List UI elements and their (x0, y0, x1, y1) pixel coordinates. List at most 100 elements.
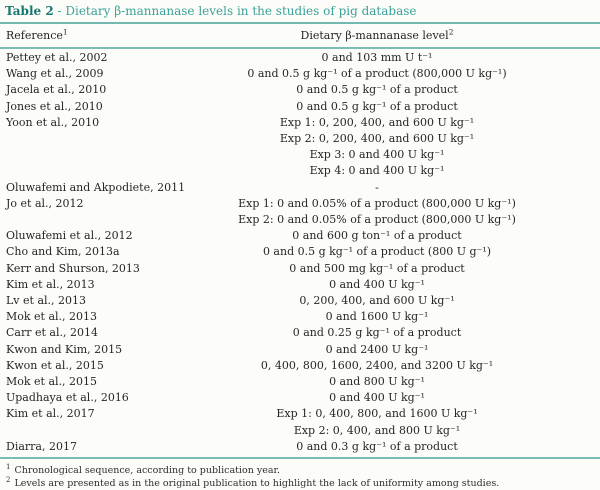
level-line: Exp 3: 0 and 400 U kg⁻¹ (309, 148, 445, 162)
level-cell: 0 and 103 mm U t⁻¹ (160, 50, 600, 66)
level-line: 0 and 400 U kg⁻¹ (329, 391, 425, 405)
level-line: Exp 2: 0, 400, and 800 U kg⁻¹ (293, 423, 461, 437)
column-header-reference: Reference1 (0, 27, 160, 42)
reference-cell: Mok et al., 2013 (6, 310, 98, 324)
level-line: 0, 200, 400, and 600 U kg⁻¹ (299, 294, 455, 308)
table-caption: Dietary β-mannanase levels in the studie… (65, 4, 417, 18)
level-cell: 0 and 500 mg kg⁻¹ of a product (160, 261, 600, 277)
reference-cell: Pettey et al., 2002 (6, 51, 108, 64)
level-cell: 0 and 2400 U kg⁻¹ (160, 342, 600, 358)
table-header-row: Reference1 Dietary β-mannanase level2 (0, 24, 600, 47)
table-row: Jacela et al., 2010 0 and 0.5 g kg⁻¹ of … (0, 82, 600, 98)
level-line: 0 and 2400 U kg⁻¹ (325, 342, 429, 356)
level-line: 0 and 500 mg kg⁻¹ of a product (289, 261, 465, 275)
table-row: Carr et al., 2014 0 and 0.25 g kg⁻¹ of a… (0, 325, 600, 341)
level-line: 0 and 0.5 g kg⁻¹ of a product (800 U g⁻¹… (262, 245, 492, 259)
reference-cell: Oluwafemi et al., 2012 (6, 229, 133, 243)
column-header-level: Dietary β-mannanase level2 (160, 27, 600, 42)
table-row: Mok et al., 2015 0 and 800 U kg⁻¹ (0, 374, 600, 390)
footnote-marker: 2 (6, 475, 11, 484)
column-header-level-label: Dietary β-mannanase level (300, 29, 449, 42)
reference-cell: Wang et al., 2009 (6, 67, 104, 81)
column-header-level-footnote-marker: 2 (448, 27, 454, 37)
table-row: Kwon et al., 2015 0, 400, 800, 1600, 240… (0, 358, 600, 374)
table-row: Lv et al., 2013 0, 200, 400, and 600 U k… (0, 293, 600, 309)
reference-cell: Kim et al., 2013 (6, 277, 95, 291)
table-row: Jo et al., 2012 Exp 1: 0 and 0.05% of a … (0, 196, 600, 228)
table-row: Upadhaya et al., 2016 0 and 400 U kg⁻¹ (0, 390, 600, 406)
level-cell: 0 and 800 U kg⁻¹ (160, 374, 600, 390)
table-row: Cho and Kim, 2013a 0 and 0.5 g kg⁻¹ of a… (0, 244, 600, 260)
column-header-reference-label: Reference (6, 29, 63, 42)
table-row: Diarra, 2017 0 and 0.3 g kg⁻¹ of a produ… (0, 439, 600, 455)
table-row: Kwon and Kim, 2015 0 and 2400 U kg⁻¹ (0, 342, 600, 358)
header-rule (0, 47, 600, 49)
level-cell: Exp 1: 0 and 0.05% of a product (800,000… (160, 196, 600, 228)
level-line: 0 and 0.5 g kg⁻¹ of a product (296, 83, 458, 97)
level-cell: 0, 200, 400, and 600 U kg⁻¹ (160, 293, 600, 309)
level-cell: 0 and 0.5 g kg⁻¹ of a product (160, 82, 600, 98)
reference-cell: Kwon and Kim, 2015 (6, 342, 123, 356)
level-cell: 0 and 0.25 g kg⁻¹ of a product (160, 325, 600, 341)
level-cell: 0 and 400 U kg⁻¹ (160, 277, 600, 293)
footnote: 1 Chronological sequence, according to p… (6, 462, 594, 477)
table-body: Pettey et al., 2002 0 and 103 mm U t⁻¹ W… (0, 49, 600, 457)
reference-cell: Jones et al., 2010 (6, 99, 103, 113)
footnote: 2 Levels are presented as in the origina… (6, 475, 594, 490)
level-line: 0 and 400 U kg⁻¹ (329, 277, 425, 291)
footnote-marker: 1 (6, 462, 11, 471)
reference-cell: Kerr and Shurson, 2013 (6, 261, 140, 275)
table-row: Kim et al., 2017 Exp 1: 0, 400, 800, and… (0, 406, 600, 438)
level-line: - (375, 180, 379, 194)
level-cell: Exp 1: 0, 200, 400, and 600 U kg⁻¹ Exp 2:… (160, 115, 600, 180)
table-footnotes: 1 Chronological sequence, according to p… (0, 459, 600, 490)
level-cell: - (160, 180, 600, 196)
footer-rule (0, 457, 600, 460)
level-line: 0 and 1600 U kg⁻¹ (325, 310, 429, 324)
level-line: Exp 1: 0, 400, 800, and 1600 U kg⁻¹ (276, 407, 478, 421)
level-line: Exp 1: 0, 200, 400, and 600 U kg⁻¹ (279, 115, 475, 129)
level-line: 0 and 0.3 g kg⁻¹ of a product (296, 439, 458, 453)
table-title: Table 2 - Dietary β-mannanase levels in … (0, 0, 600, 22)
reference-cell: Kwon et al., 2015 (6, 358, 104, 372)
reference-cell: Jo et al., 2012 (6, 196, 84, 210)
level-line: 0 and 600 g ton⁻¹ of a product (292, 229, 462, 243)
reference-cell: Mok et al., 2015 (6, 375, 98, 389)
footnote-text: Chronological sequence, according to pub… (11, 465, 281, 477)
table-number: Table 2 (5, 4, 54, 18)
level-line: 0 and 0.25 g kg⁻¹ of a product (292, 326, 462, 340)
reference-cell: Cho and Kim, 2013a (6, 245, 120, 259)
column-header-reference-footnote-marker: 1 (62, 27, 68, 37)
reference-cell: Diarra, 2017 (6, 439, 77, 453)
level-cell: 0, 400, 800, 1600, 2400, and 3200 U kg⁻¹ (160, 358, 600, 374)
level-cell: 0 and 1600 U kg⁻¹ (160, 309, 600, 325)
level-cell: Exp 1: 0, 400, 800, and 1600 U kg⁻¹ Exp 2… (160, 406, 600, 438)
reference-cell: Jacela et al., 2010 (6, 83, 107, 97)
table-row: Oluwafemi and Akpodiete, 2011 - (0, 180, 600, 196)
level-cell: 0 and 0.5 g kg⁻¹ of a product (800,000 U… (160, 66, 600, 82)
reference-cell: Upadhaya et al., 2016 (6, 391, 129, 405)
table-row: Jones et al., 2010 0 and 0.5 g kg⁻¹ of a… (0, 99, 600, 115)
table-row: Kerr and Shurson, 2013 0 and 500 mg kg⁻¹… (0, 261, 600, 277)
reference-cell: Kim et al., 2017 (6, 407, 95, 421)
table-row: Pettey et al., 2002 0 and 103 mm U t⁻¹ (0, 50, 600, 66)
reference-cell: Yoon et al., 2010 (6, 115, 100, 129)
level-line: Exp 2: 0, 200, 400, and 600 U kg⁻¹ (279, 132, 475, 146)
level-line: Exp 2: 0 and 0.05% of a product (800,000… (238, 213, 516, 227)
title-separator: - (53, 4, 66, 18)
level-line: 0 and 0.5 g kg⁻¹ of a product (296, 99, 458, 113)
level-cell: 0 and 400 U kg⁻¹ (160, 390, 600, 406)
level-cell: 0 and 0.3 g kg⁻¹ of a product (160, 439, 600, 455)
table-row: Wang et al., 2009 0 and 0.5 g kg⁻¹ of a … (0, 66, 600, 82)
table-row: Oluwafemi et al., 2012 0 and 600 g ton⁻¹… (0, 228, 600, 244)
table-row: Yoon et al., 2010 Exp 1: 0, 200, 400, an… (0, 115, 600, 180)
table-row: Kim et al., 2013 0 and 400 U kg⁻¹ (0, 277, 600, 293)
reference-cell: Lv et al., 2013 (6, 294, 87, 308)
table-row: Mok et al., 2013 0 and 1600 U kg⁻¹ (0, 309, 600, 325)
level-line: 0 and 103 mm U t⁻¹ (321, 51, 433, 64)
level-cell: 0 and 0.5 g kg⁻¹ of a product (160, 99, 600, 115)
footnote-text: Levels are presented as in the original … (11, 478, 500, 490)
level-line: 0 and 800 U kg⁻¹ (329, 375, 425, 389)
level-cell: 0 and 0.5 g kg⁻¹ of a product (800 U g⁻¹… (160, 244, 600, 260)
